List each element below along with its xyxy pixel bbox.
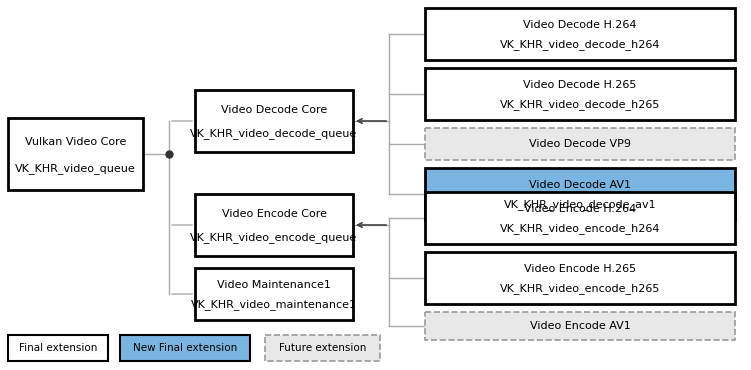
- FancyBboxPatch shape: [195, 90, 353, 152]
- FancyBboxPatch shape: [425, 168, 735, 220]
- FancyBboxPatch shape: [425, 8, 735, 60]
- Text: Future extension: Future extension: [279, 343, 366, 353]
- Text: VK_KHR_video_queue: VK_KHR_video_queue: [15, 163, 136, 174]
- Text: New Final extension: New Final extension: [133, 343, 237, 353]
- FancyBboxPatch shape: [8, 118, 143, 190]
- Text: Video Encode H.264: Video Encode H.264: [524, 204, 636, 214]
- FancyArrowPatch shape: [357, 119, 386, 123]
- FancyBboxPatch shape: [195, 268, 353, 320]
- Text: VK_KHR_video_decode_queue: VK_KHR_video_decode_queue: [190, 128, 357, 139]
- Text: VK_KHR_video_decode_av1: VK_KHR_video_decode_av1: [504, 199, 656, 210]
- FancyBboxPatch shape: [425, 68, 735, 120]
- Text: Video Encode Core: Video Encode Core: [222, 209, 327, 219]
- FancyBboxPatch shape: [195, 194, 353, 256]
- FancyBboxPatch shape: [120, 335, 250, 361]
- Text: VK_KHR_video_decode_h264: VK_KHR_video_decode_h264: [499, 39, 660, 50]
- Text: Video Encode H.265: Video Encode H.265: [524, 264, 636, 274]
- FancyArrowPatch shape: [357, 223, 386, 227]
- Text: Video Decode H.265: Video Decode H.265: [523, 80, 637, 90]
- FancyBboxPatch shape: [425, 192, 735, 244]
- Text: Video Decode AV1: Video Decode AV1: [529, 180, 631, 190]
- Text: Final extension: Final extension: [19, 343, 97, 353]
- Text: VK_KHR_video_encode_h265: VK_KHR_video_encode_h265: [500, 283, 660, 294]
- FancyBboxPatch shape: [8, 335, 108, 361]
- Text: VK_KHR_video_decode_h265: VK_KHR_video_decode_h265: [500, 99, 660, 110]
- Text: Video Maintenance1: Video Maintenance1: [217, 280, 331, 290]
- Text: VK_KHR_video_encode_queue: VK_KHR_video_encode_queue: [190, 232, 357, 243]
- FancyBboxPatch shape: [425, 312, 735, 340]
- Text: VK_KHR_video_encode_h264: VK_KHR_video_encode_h264: [499, 223, 660, 234]
- Text: Video Decode VP9: Video Decode VP9: [529, 139, 631, 149]
- FancyBboxPatch shape: [425, 128, 735, 160]
- FancyBboxPatch shape: [265, 335, 380, 361]
- Text: Vulkan Video Core: Vulkan Video Core: [25, 137, 126, 147]
- Text: VK_KHR_video_maintenance1: VK_KHR_video_maintenance1: [191, 299, 357, 310]
- Text: Video Encode AV1: Video Encode AV1: [529, 321, 630, 331]
- Text: Video Decode Core: Video Decode Core: [221, 105, 327, 115]
- FancyBboxPatch shape: [425, 252, 735, 304]
- Text: Video Decode H.264: Video Decode H.264: [523, 20, 637, 30]
